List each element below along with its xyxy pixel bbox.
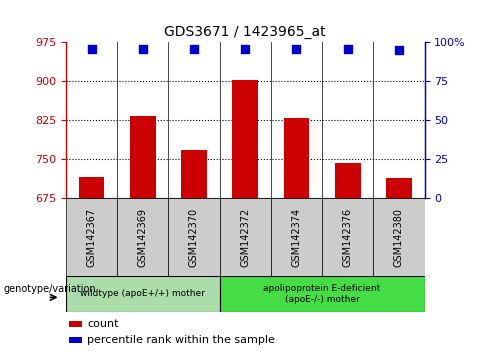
Bar [69, 321, 82, 327]
Bar [322, 198, 373, 276]
Text: GSM142374: GSM142374 [291, 207, 302, 267]
Text: GSM142376: GSM142376 [343, 207, 353, 267]
Bar [220, 276, 425, 312]
Bar [168, 198, 220, 276]
Text: genotype/variation: genotype/variation [3, 284, 96, 293]
Text: GSM142367: GSM142367 [86, 207, 97, 267]
Bar [373, 198, 425, 276]
Bar [130, 116, 156, 198]
Point [344, 46, 352, 52]
Bar [66, 198, 117, 276]
Point [395, 47, 403, 53]
Bar [79, 177, 104, 198]
Text: GSM142380: GSM142380 [394, 208, 404, 267]
Text: percentile rank within the sample: percentile rank within the sample [87, 335, 275, 345]
Bar [181, 150, 207, 198]
Bar [232, 80, 258, 198]
Bar [66, 276, 220, 312]
Text: GSM142369: GSM142369 [138, 208, 148, 267]
Point [190, 46, 198, 52]
Bar [220, 198, 271, 276]
Bar [117, 198, 168, 276]
Text: apolipoprotein E-deficient
(apoE-/-) mother: apolipoprotein E-deficient (apoE-/-) mot… [264, 284, 381, 303]
Text: GSM142372: GSM142372 [240, 207, 250, 267]
Point [242, 46, 249, 52]
Bar [386, 178, 412, 198]
Point [139, 46, 147, 52]
Title: GDS3671 / 1423965_at: GDS3671 / 1423965_at [164, 25, 326, 39]
Bar [284, 118, 309, 198]
Bar [271, 198, 322, 276]
Text: count: count [87, 319, 119, 329]
Bar [69, 337, 82, 343]
Text: GSM142370: GSM142370 [189, 207, 199, 267]
Bar [335, 163, 361, 198]
Text: wildtype (apoE+/+) mother: wildtype (apoE+/+) mother [81, 289, 205, 298]
Point [88, 46, 96, 52]
Point [293, 46, 301, 52]
